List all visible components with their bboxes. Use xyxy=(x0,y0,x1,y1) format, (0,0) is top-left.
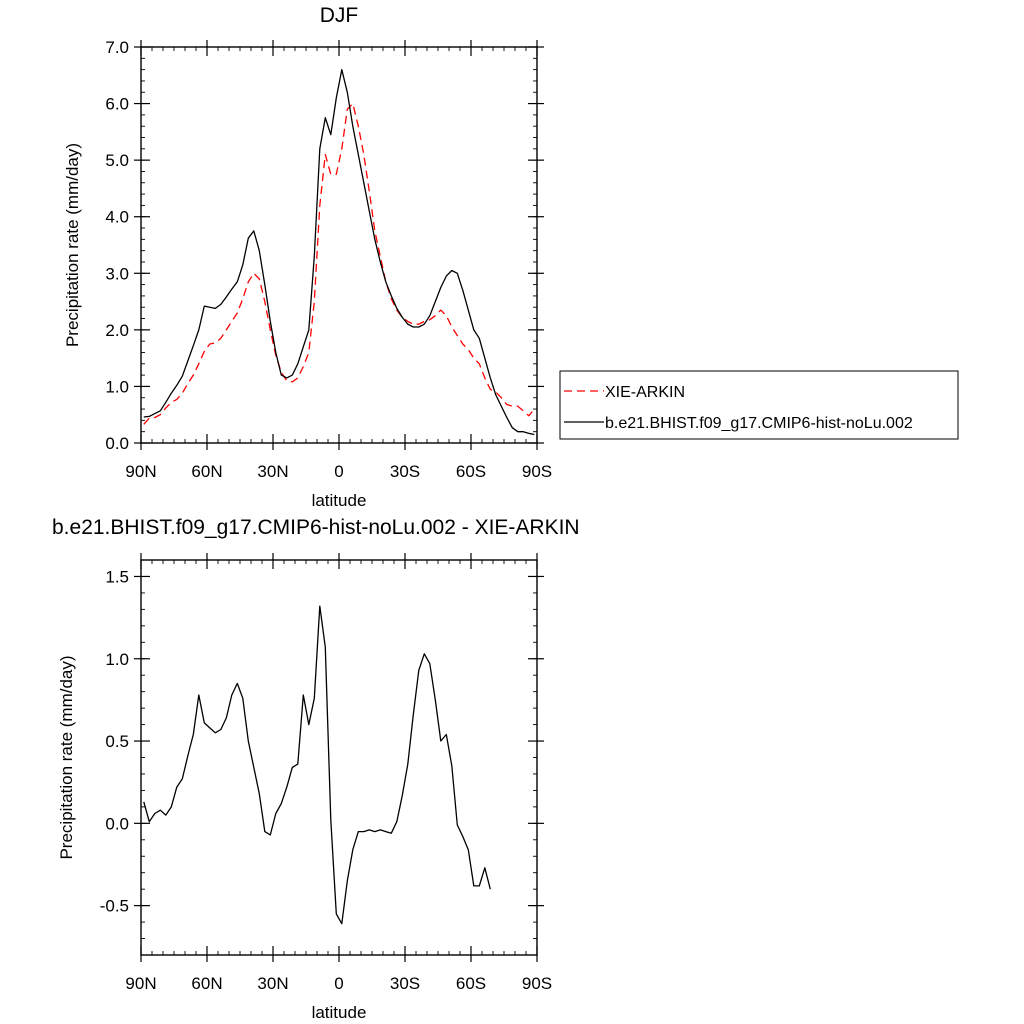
bottom-panel-difference: b.e21.BHIST.f09_g17.CMIP6-hist-noLu.002 … xyxy=(52,516,580,1022)
series-line-xie-arkin xyxy=(143,102,535,425)
legend-label: XIE-ARKIN xyxy=(605,384,685,401)
x-tick-label: 0 xyxy=(334,974,343,993)
chart-title: b.e21.BHIST.f09_g17.CMIP6-hist-noLu.002 … xyxy=(52,516,580,539)
x-tick-label: 60S xyxy=(456,462,486,481)
y-tick-label: 1.5 xyxy=(105,567,129,586)
x-tick-label: 30S xyxy=(390,974,420,993)
y-tick-label: 6.0 xyxy=(105,95,129,114)
y-tick-label: 1.0 xyxy=(105,650,129,669)
x-tick-label: 90S xyxy=(522,462,552,481)
chart-title: DJF xyxy=(320,4,359,27)
series-line-difference xyxy=(143,605,491,925)
legend: XIE-ARKIN b.e21.BHIST.f09_g17.CMIP6-hist-… xyxy=(559,370,959,440)
y-tick-label: 4.0 xyxy=(105,208,129,227)
y-tick-label: 3.0 xyxy=(105,264,129,283)
x-axis-label: latitude xyxy=(312,1003,367,1022)
x-tick-label: 60N xyxy=(191,462,222,481)
plot-frame xyxy=(140,559,538,956)
top-panel-djf: DJF 0.0 1.0 2.0 3.0 4.0 5.0 6.0 7.0 90N 60N 30N 0 30S… xyxy=(63,4,552,510)
x-tick-label: 90N xyxy=(125,462,156,481)
y-tick-label: 2.0 xyxy=(105,321,129,340)
x-tick-label: 90N xyxy=(125,974,156,993)
y-tick-label: 0.0 xyxy=(105,814,129,833)
x-axis-label: latitude xyxy=(312,491,367,510)
x-tick-label: 90S xyxy=(522,974,552,993)
plot-frame xyxy=(140,46,538,444)
y-tick-label: 0.5 xyxy=(105,732,129,751)
series-line-b-e21-bhist-f09-g17-cmip6-hist-nolu-002 xyxy=(143,68,535,436)
y-tick-label: 1.0 xyxy=(105,377,129,396)
x-tick-label: 30S xyxy=(390,462,420,481)
x-tick-label: 30N xyxy=(257,974,288,993)
x-tick-label: 60S xyxy=(456,974,486,993)
x-tick-label: 0 xyxy=(334,462,343,481)
y-tick-label: 7.0 xyxy=(105,38,129,57)
y-tick-label: 0.0 xyxy=(105,434,129,453)
y-axis-label: Precipitation rate (mm/day) xyxy=(63,143,82,347)
y-tick-label: -0.5 xyxy=(100,897,129,916)
x-tick-label: 60N xyxy=(191,974,222,993)
y-tick-label: 5.0 xyxy=(105,151,129,170)
legend-label: b.e21.BHIST.f09_g17.CMIP6-hist-noLu.002 xyxy=(605,415,913,432)
legend-box xyxy=(559,370,959,440)
y-axis-label: Precipitation rate (mm/day) xyxy=(57,655,76,859)
x-tick-label: 30N xyxy=(257,462,288,481)
